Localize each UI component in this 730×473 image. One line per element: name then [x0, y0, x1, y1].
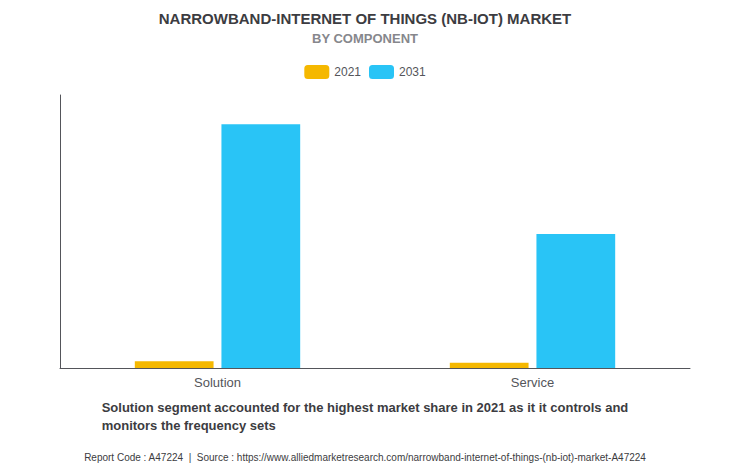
svg-text:Report Code : A47224 | Sourc: Report Code : A47224 | Source : https://… — [84, 452, 646, 463]
svg-text:Solution: Solution — [194, 375, 241, 390]
svg-text:Service: Service — [511, 375, 554, 390]
svg-text:monitors the frequency sets: monitors the frequency sets — [102, 418, 276, 433]
svg-text:2031: 2031 — [399, 65, 426, 79]
svg-text:NARROWBAND-INTERNET OF THINGS: NARROWBAND-INTERNET OF THINGS (NB-IOT) M… — [159, 10, 571, 27]
svg-text:2021: 2021 — [334, 65, 361, 79]
svg-text:Solution segment accounted for: Solution segment accounted for the highe… — [102, 400, 629, 415]
svg-text:BY COMPONENT: BY COMPONENT — [312, 31, 418, 46]
